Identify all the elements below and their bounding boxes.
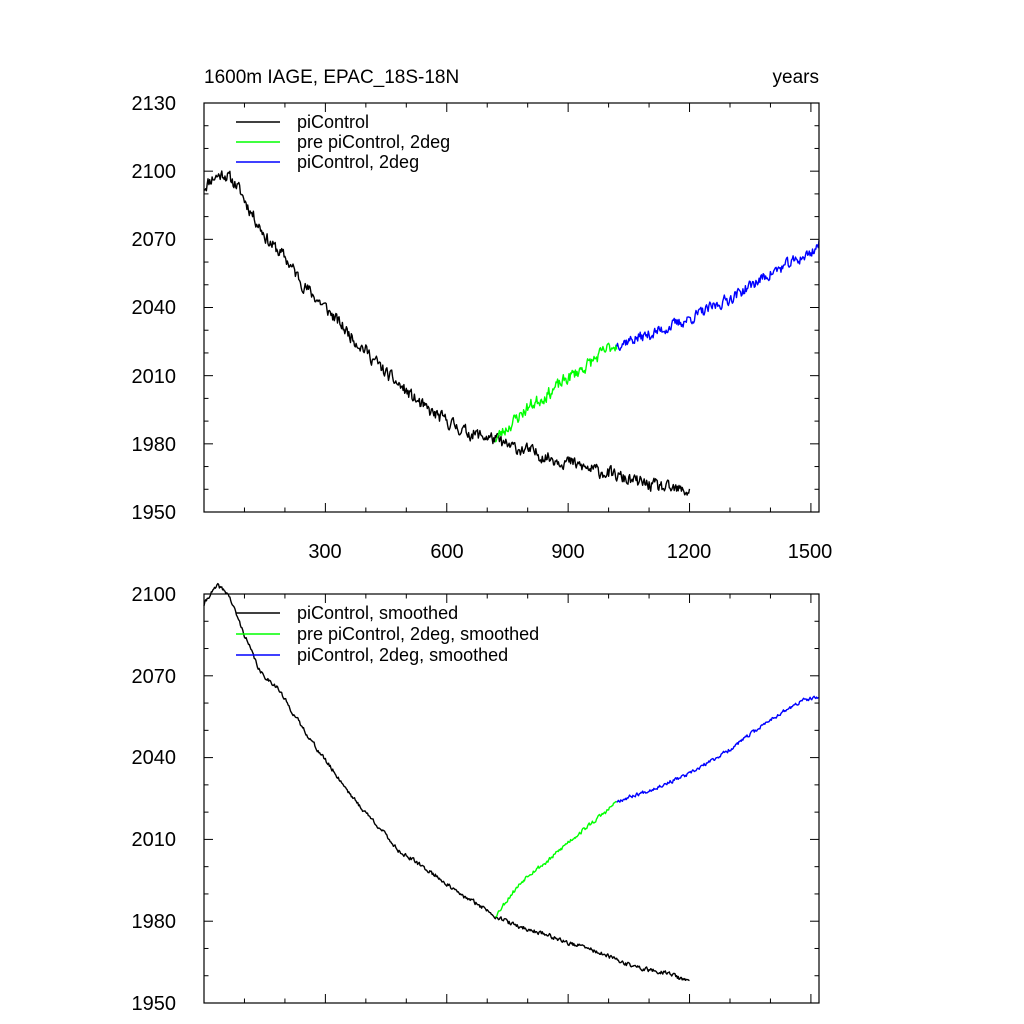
legend-label-picontrol-smoothed: piControl, smoothed bbox=[297, 603, 458, 623]
bottom-legend: piControl, smoothed pre piControl, 2deg,… bbox=[236, 603, 539, 665]
legend-label-pre-picontrol-2deg-smoothed: pre piControl, 2deg, smoothed bbox=[297, 624, 539, 644]
series-line-picontrol-2deg bbox=[616, 240, 820, 351]
legend-label-picontrol: piControl bbox=[297, 112, 369, 132]
bottom-line-chart: 1950 1980 2010 2040 2070 2100 piControl,… bbox=[132, 582, 820, 1015]
chart-units-label: years bbox=[773, 67, 819, 88]
legend-label-pre-picontrol-2deg: pre piControl, 2deg bbox=[297, 132, 450, 152]
x-tick-label: 300 bbox=[308, 541, 341, 563]
bottom-series-group bbox=[203, 582, 819, 982]
legend-label-picontrol-2deg: piControl, 2deg bbox=[297, 152, 419, 172]
top-y-tick-labels: 1950 1980 2010 2040 2070 2100 2130 bbox=[132, 93, 177, 524]
series-line-picontrol bbox=[204, 170, 691, 496]
top-x-tick-labels: 300 600 900 1200 1500 bbox=[308, 541, 832, 563]
y-tick-label: 1950 bbox=[132, 502, 177, 524]
y-tick-label: 2040 bbox=[132, 747, 177, 769]
y-tick-label: 1950 bbox=[132, 993, 177, 1015]
legend-label-picontrol-2deg-smoothed: piControl, 2deg, smoothed bbox=[297, 645, 508, 665]
bottom-plot-frame bbox=[203, 593, 820, 1004]
bottom-y-tick-labels: 1950 1980 2010 2040 2070 2100 bbox=[132, 584, 177, 1015]
y-tick-label: 2070 bbox=[132, 666, 177, 688]
series-line-pre-picontrol-2deg bbox=[494, 342, 618, 443]
y-tick-label: 2130 bbox=[132, 93, 177, 115]
y-tick-label: 2100 bbox=[132, 161, 177, 183]
chart-title: 1600m IAGE, EPAC_18S-18N bbox=[204, 67, 459, 88]
x-tick-label: 1500 bbox=[788, 541, 833, 563]
y-tick-label: 2010 bbox=[132, 366, 177, 388]
series-line-picontrol-smoothed bbox=[203, 582, 690, 982]
series-line-pre-picontrol-2deg-smoothed bbox=[495, 800, 618, 918]
top-legend: piControl pre piControl, 2deg piControl,… bbox=[236, 112, 450, 172]
top-line-chart: 1600m IAGE, EPAC_18S-18N years 1950 1980… bbox=[132, 67, 833, 563]
top-plot-frame bbox=[203, 102, 820, 513]
y-tick-label: 2070 bbox=[132, 229, 177, 251]
x-tick-label: 1200 bbox=[667, 541, 712, 563]
y-tick-label: 2040 bbox=[132, 297, 177, 319]
series-line-picontrol-2deg-smoothed bbox=[616, 695, 819, 803]
y-tick-label: 2010 bbox=[132, 829, 177, 851]
y-tick-label: 1980 bbox=[132, 911, 177, 933]
x-tick-label: 900 bbox=[551, 541, 584, 563]
y-tick-label: 1980 bbox=[132, 434, 177, 456]
y-tick-label: 2100 bbox=[132, 584, 177, 606]
top-series-group bbox=[204, 170, 820, 496]
x-tick-label: 600 bbox=[430, 541, 463, 563]
